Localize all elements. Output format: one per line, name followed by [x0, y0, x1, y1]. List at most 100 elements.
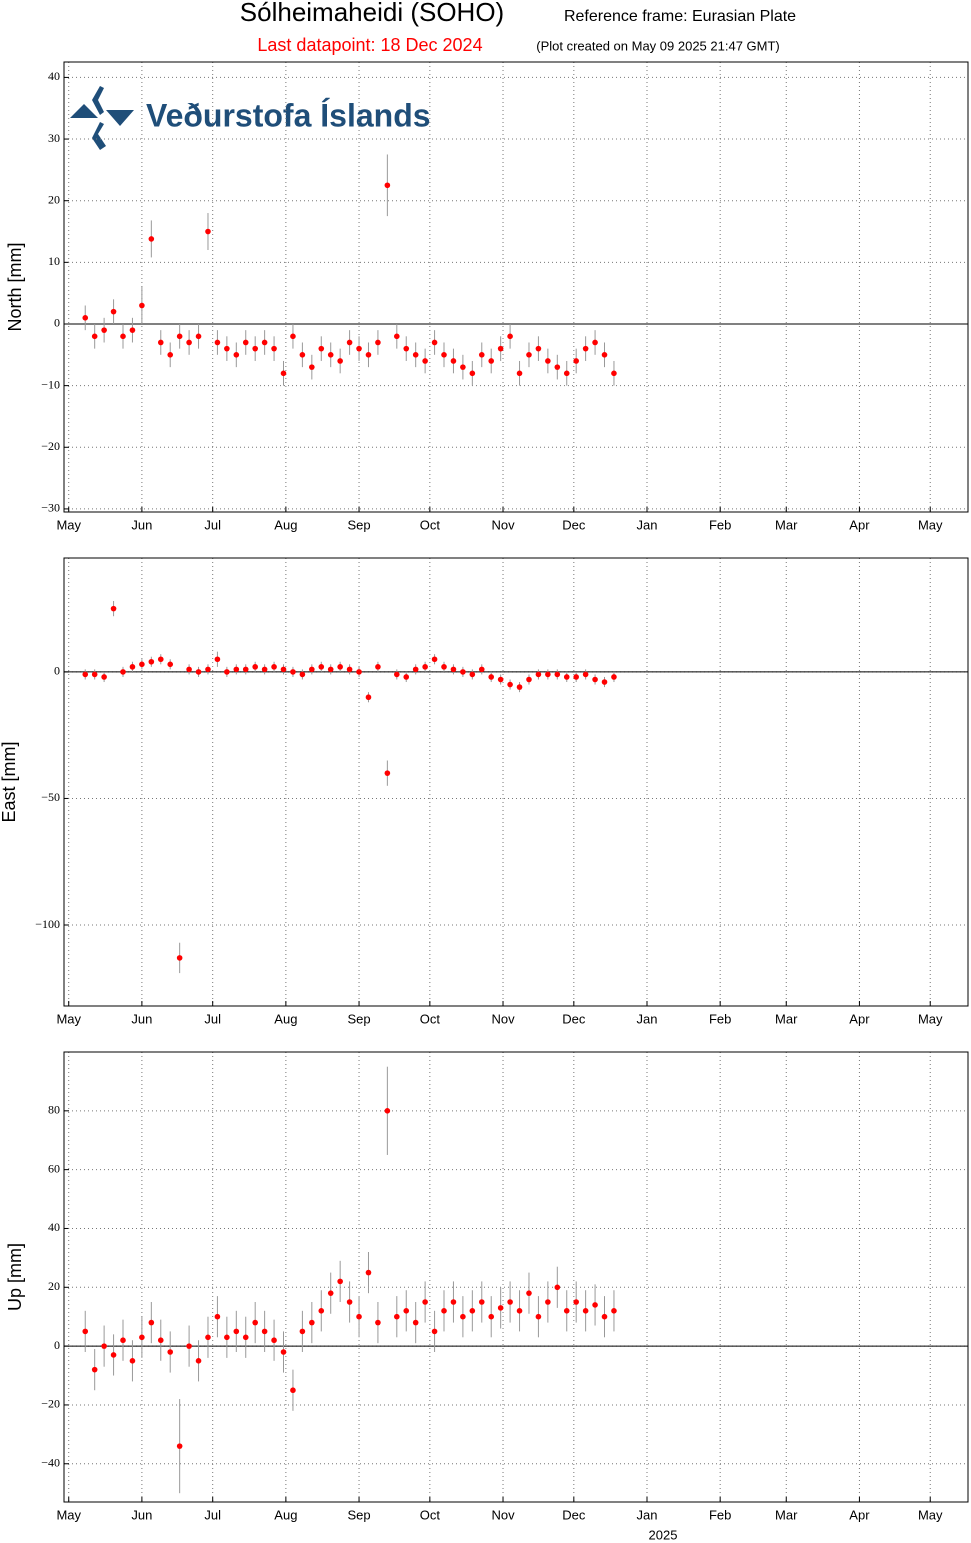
data-point: [195, 669, 202, 675]
x-tick-label: Oct: [420, 1507, 441, 1522]
data-point: [365, 1269, 372, 1276]
data-point: [431, 339, 438, 346]
y-tick-label: 60: [48, 1161, 60, 1175]
logo-shape: [92, 86, 104, 115]
data-point: [441, 664, 447, 670]
data-point: [375, 339, 381, 346]
data-point: [450, 666, 457, 673]
data-point: [554, 671, 561, 678]
data-point: [526, 676, 532, 683]
data-point: [460, 1313, 466, 1320]
data-point: [101, 674, 107, 680]
data-point: [195, 1358, 202, 1364]
y-tick-label: −100: [35, 917, 60, 931]
data-point: [252, 664, 258, 670]
reference-frame: Reference frame: Eurasian Plate: [564, 8, 796, 25]
x-tick-label: Aug: [274, 517, 297, 532]
y-tick-label: 10: [48, 254, 60, 268]
data-point: [139, 302, 145, 309]
data-point: [224, 345, 230, 352]
x-tick-label: Dec: [562, 1011, 586, 1026]
data-point: [129, 1358, 136, 1364]
x-tick-label: Mar: [775, 1507, 798, 1522]
data-point: [422, 358, 428, 364]
x-tick-label: Aug: [274, 1507, 297, 1522]
x-tick-label: Apr: [849, 1507, 870, 1522]
data-point: [516, 1308, 523, 1314]
data-point: [318, 345, 325, 352]
data-point: [554, 364, 561, 370]
year-label: 2025: [649, 1527, 678, 1542]
data-point: [195, 333, 202, 340]
data-point: [356, 345, 362, 352]
data-point: [139, 1334, 145, 1341]
data-point: [535, 671, 542, 678]
data-point: [554, 1284, 561, 1291]
data-point: [157, 656, 164, 663]
data-point: [214, 339, 221, 346]
x-tick-label: Jul: [204, 517, 221, 532]
data-point: [573, 1299, 579, 1305]
data-point: [176, 333, 183, 340]
data-point: [497, 345, 504, 352]
data-point: [327, 352, 334, 358]
data-point: [469, 1308, 476, 1314]
x-tick-label: Jun: [131, 517, 152, 532]
x-tick-label: Aug: [274, 1011, 297, 1026]
y-tick-label: 20: [48, 1279, 60, 1293]
x-tick-label: Sep: [347, 1011, 370, 1026]
data-point: [309, 364, 315, 370]
data-point: [318, 664, 325, 670]
x-tick-label: Nov: [491, 1011, 515, 1026]
data-point: [101, 327, 107, 333]
data-point: [563, 370, 570, 377]
data-point: [280, 370, 287, 377]
data-point: [186, 339, 192, 346]
data-point: [441, 1308, 447, 1314]
data-point: [261, 1328, 268, 1335]
x-tick-label: Nov: [491, 517, 515, 532]
last-datapoint: Last datapoint: 18 Dec 2024: [257, 35, 482, 55]
data-point: [478, 352, 485, 358]
x-tick-label: Sep: [347, 517, 370, 532]
data-point: [82, 671, 89, 678]
data-point: [110, 308, 117, 315]
data-point: [412, 352, 419, 358]
data-point: [271, 664, 277, 670]
data-point: [233, 1328, 240, 1335]
data-point: [535, 1313, 542, 1320]
data-point: [394, 333, 400, 340]
data-point: [375, 664, 381, 670]
data-point: [290, 333, 296, 340]
data-point: [601, 352, 608, 358]
y-tick-label: −50: [41, 790, 60, 804]
data-point: [460, 364, 466, 370]
data-point: [120, 669, 126, 675]
data-point: [82, 315, 89, 321]
y-tick-label: 0: [54, 664, 60, 678]
data-point: [516, 684, 523, 690]
data-point: [176, 955, 183, 961]
data-point: [488, 358, 495, 364]
data-point: [224, 1334, 230, 1341]
plot-frame: [63, 61, 969, 513]
data-point: [497, 1305, 504, 1311]
data-point: [412, 666, 419, 673]
data-point: [233, 352, 240, 358]
data-point: [592, 1302, 598, 1308]
data-point: [271, 345, 277, 352]
data-point: [545, 358, 551, 364]
x-tick-label: Jul: [204, 1507, 221, 1522]
data-point: [441, 352, 447, 358]
x-tick-label: Feb: [709, 1011, 731, 1026]
logo-shape: [106, 110, 134, 126]
data-point: [148, 1319, 155, 1326]
data-point: [403, 674, 410, 680]
logo: Veðurstofa Íslands: [70, 86, 431, 150]
data-point: [403, 1308, 410, 1314]
data-point: [157, 339, 164, 346]
data-point: [186, 1343, 192, 1349]
data-point: [176, 1443, 183, 1449]
data-point: [205, 666, 211, 673]
data-point: [82, 1328, 89, 1335]
